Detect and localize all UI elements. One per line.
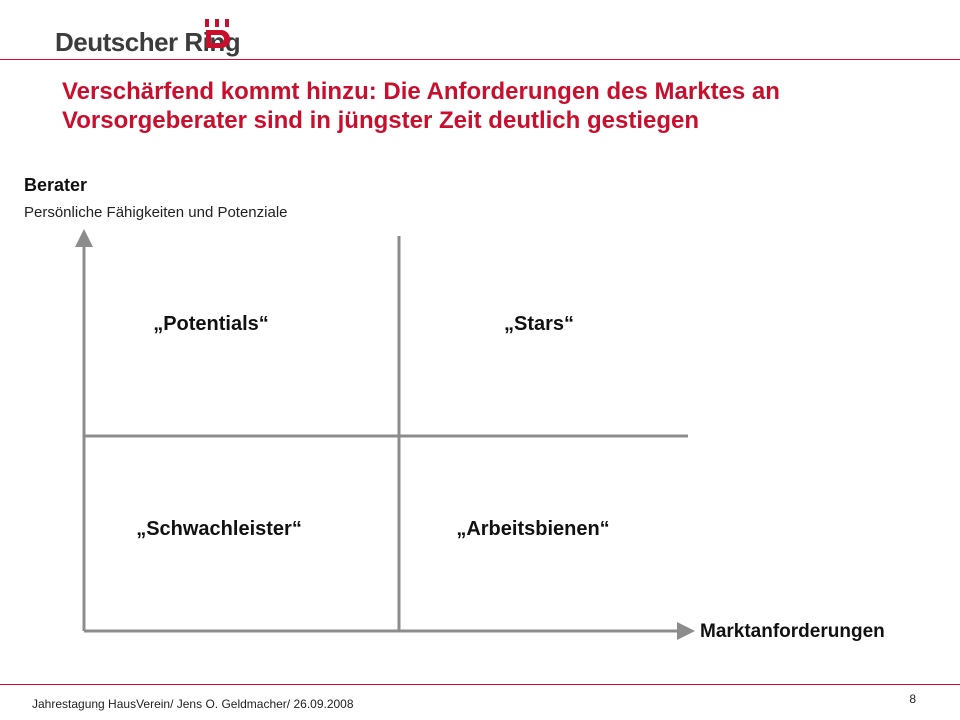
footer-text: Jahrestagung HausVerein/ Jens O. Geldmac…: [32, 697, 354, 711]
quadrant-schwachleister: „Schwachleister“: [136, 518, 302, 540]
y-axis-title: Berater: [24, 175, 88, 195]
quadrant-arbeitsbienen: „Arbeitsbienen“: [456, 518, 610, 540]
x-axis-title: Marktanforderungen: [700, 621, 885, 642]
slide-title: Verschärfend kommt hinzu: Die Anforderun…: [62, 78, 780, 134]
quadrant-stars: „Stars“: [503, 313, 575, 335]
y-axis-subtitle: Persönliche Fähigkeiten und Potenziale: [24, 204, 288, 221]
deutscher-ring-emblem-icon: [205, 19, 230, 48]
header-divider: [0, 59, 960, 60]
quadrant-potentials: „Potentials“: [153, 313, 269, 335]
page-number: 8: [909, 692, 916, 706]
footer-divider: [0, 684, 960, 685]
